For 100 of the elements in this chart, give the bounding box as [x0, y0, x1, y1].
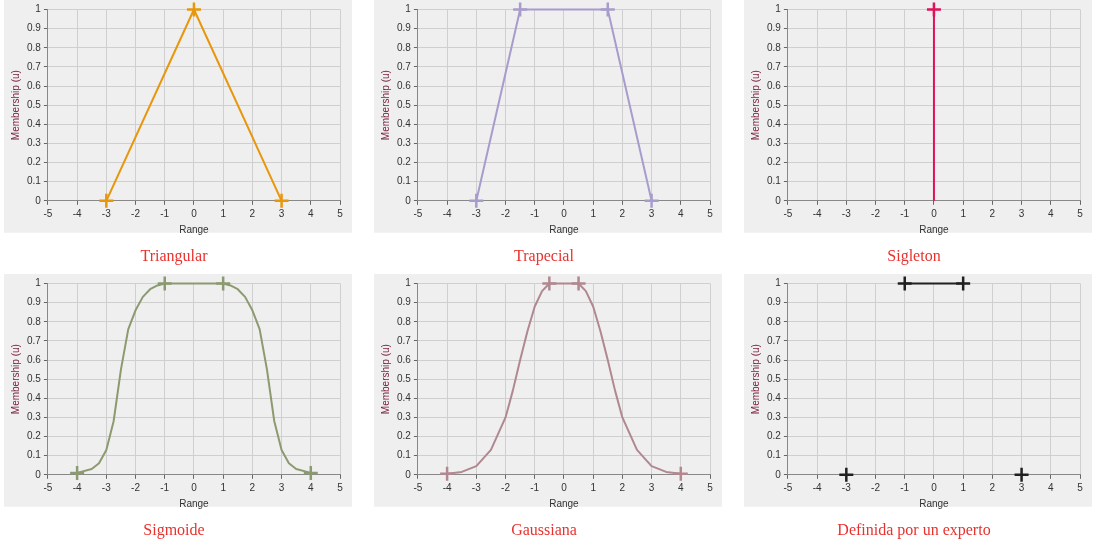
y-tick-label: 0.5: [27, 98, 42, 110]
y-tick-label: 0.8: [397, 315, 412, 327]
y-axis-title: Membership (u): [379, 344, 391, 415]
x-tick-label: 5: [707, 207, 714, 219]
y-tick-label: 0.4: [767, 392, 782, 404]
x-tick-label: -1: [900, 481, 910, 493]
x-tick-label: -2: [131, 481, 141, 493]
x-tick-label: 5: [337, 207, 344, 219]
x-tick-label: -1: [900, 207, 910, 219]
y-tick-label: 0.3: [27, 411, 42, 423]
y-tick-label: 0.7: [27, 60, 42, 72]
y-tick-label: 0.6: [397, 353, 412, 365]
x-tick-label: 4: [678, 481, 685, 493]
x-axis-title: Range: [179, 497, 210, 509]
x-tick-label: -3: [101, 481, 112, 493]
x-tick-label: -2: [871, 207, 881, 219]
x-axis-title: Range: [549, 497, 580, 509]
y-tick-label: 0.8: [27, 41, 42, 53]
text: Sigmoide: [143, 520, 205, 539]
y-tick-label: 0.4: [397, 392, 412, 404]
text: Trapecial: [514, 246, 575, 265]
y-tick-label: 0.9: [767, 22, 782, 34]
text: Sigleton: [887, 246, 941, 265]
x-tick-label: -5: [783, 207, 793, 219]
y-axis-title: Membership (u): [9, 70, 21, 141]
x-tick-label: 1: [590, 207, 597, 219]
x-tick-label: 0: [561, 481, 568, 493]
x-tick-label: 2: [989, 207, 996, 219]
y-tick-label: 0: [35, 468, 42, 480]
x-tick-label: 3: [278, 481, 285, 493]
x-tick-label: -4: [72, 481, 82, 493]
y-tick-label: 0.8: [397, 41, 412, 53]
y-tick-label: 0.7: [27, 334, 42, 346]
y-tick-label: 0.6: [27, 79, 42, 91]
y-tick-label: 0.6: [767, 79, 782, 91]
y-tick-label: 0.2: [397, 430, 412, 442]
x-tick-label: 0: [191, 481, 198, 493]
y-tick-label: 0.2: [27, 430, 42, 442]
x-tick-label: 4: [308, 481, 315, 493]
y-tick-label: 0.3: [397, 137, 412, 149]
y-tick-label: 0.4: [397, 118, 412, 130]
x-tick-label: -5: [43, 481, 53, 493]
x-tick-label: 4: [1048, 207, 1055, 219]
y-tick-label: 0.8: [767, 315, 782, 327]
x-tick-label: -1: [160, 207, 170, 219]
y-tick-label: 0.4: [767, 118, 782, 130]
x-tick-label: -1: [160, 481, 170, 493]
y-tick-label: 0.5: [767, 372, 782, 384]
x-tick-label: -2: [501, 481, 511, 493]
x-tick-label: 1: [220, 481, 227, 493]
x-axis-title: Range: [549, 223, 580, 235]
x-tick-label: 4: [678, 207, 685, 219]
y-tick-label: 0.4: [27, 392, 42, 404]
x-tick-label: 1: [960, 481, 967, 493]
x-tick-label: -1: [530, 481, 540, 493]
y-tick-label: 0.2: [397, 156, 412, 168]
x-tick-label: 5: [337, 481, 344, 493]
x-tick-label: 4: [1048, 481, 1055, 493]
x-tick-label: 2: [989, 481, 996, 493]
y-axis-title: Membership (u): [749, 70, 761, 141]
x-tick-label: 5: [1077, 207, 1084, 219]
y-tick-label: 0: [405, 468, 412, 480]
x-tick-label: 0: [931, 481, 938, 493]
x-tick-label: 3: [1018, 481, 1025, 493]
y-tick-label: 0.1: [27, 449, 42, 461]
text: Gaussiana: [511, 520, 577, 538]
x-tick-label: 1: [220, 207, 227, 219]
y-axis-title: Membership (u): [9, 344, 21, 415]
y-tick-label: 0.6: [397, 79, 412, 91]
x-tick-label: -3: [101, 207, 112, 219]
x-tick-label: 2: [249, 481, 256, 493]
y-axis-title: Membership (u): [379, 70, 391, 141]
y-tick-label: 1: [405, 3, 412, 15]
x-tick-label: 1: [590, 481, 597, 493]
y-tick-label: 0.9: [27, 296, 42, 308]
y-tick-label: 0.2: [767, 430, 782, 442]
x-axis-title: Range: [179, 223, 210, 235]
y-tick-label: 0.1: [397, 449, 412, 461]
text: Triangular: [140, 246, 209, 265]
x-tick-label: 2: [249, 207, 256, 219]
y-tick-label: 0.2: [767, 156, 782, 168]
y-tick-label: 0.9: [397, 22, 412, 34]
y-tick-label: 0.3: [767, 137, 782, 149]
y-tick-label: 0.8: [27, 315, 42, 327]
x-tick-label: -3: [471, 207, 482, 219]
x-tick-label: 5: [1077, 481, 1084, 493]
x-tick-label: -3: [841, 481, 852, 493]
y-tick-label: 0.9: [767, 296, 782, 308]
x-tick-label: -4: [442, 207, 452, 219]
y-tick-label: 0.7: [767, 334, 782, 346]
x-tick-label: 5: [707, 481, 714, 493]
y-tick-label: 0.2: [27, 156, 42, 168]
x-tick-label: 3: [278, 207, 285, 219]
y-tick-label: 0.3: [767, 411, 782, 423]
x-tick-label: -5: [413, 481, 423, 493]
y-tick-label: 0.3: [27, 137, 42, 149]
y-tick-label: 0.5: [767, 98, 782, 110]
x-tick-label: -5: [783, 481, 793, 493]
x-tick-label: 3: [648, 481, 655, 493]
y-tick-label: 0.1: [27, 175, 42, 187]
